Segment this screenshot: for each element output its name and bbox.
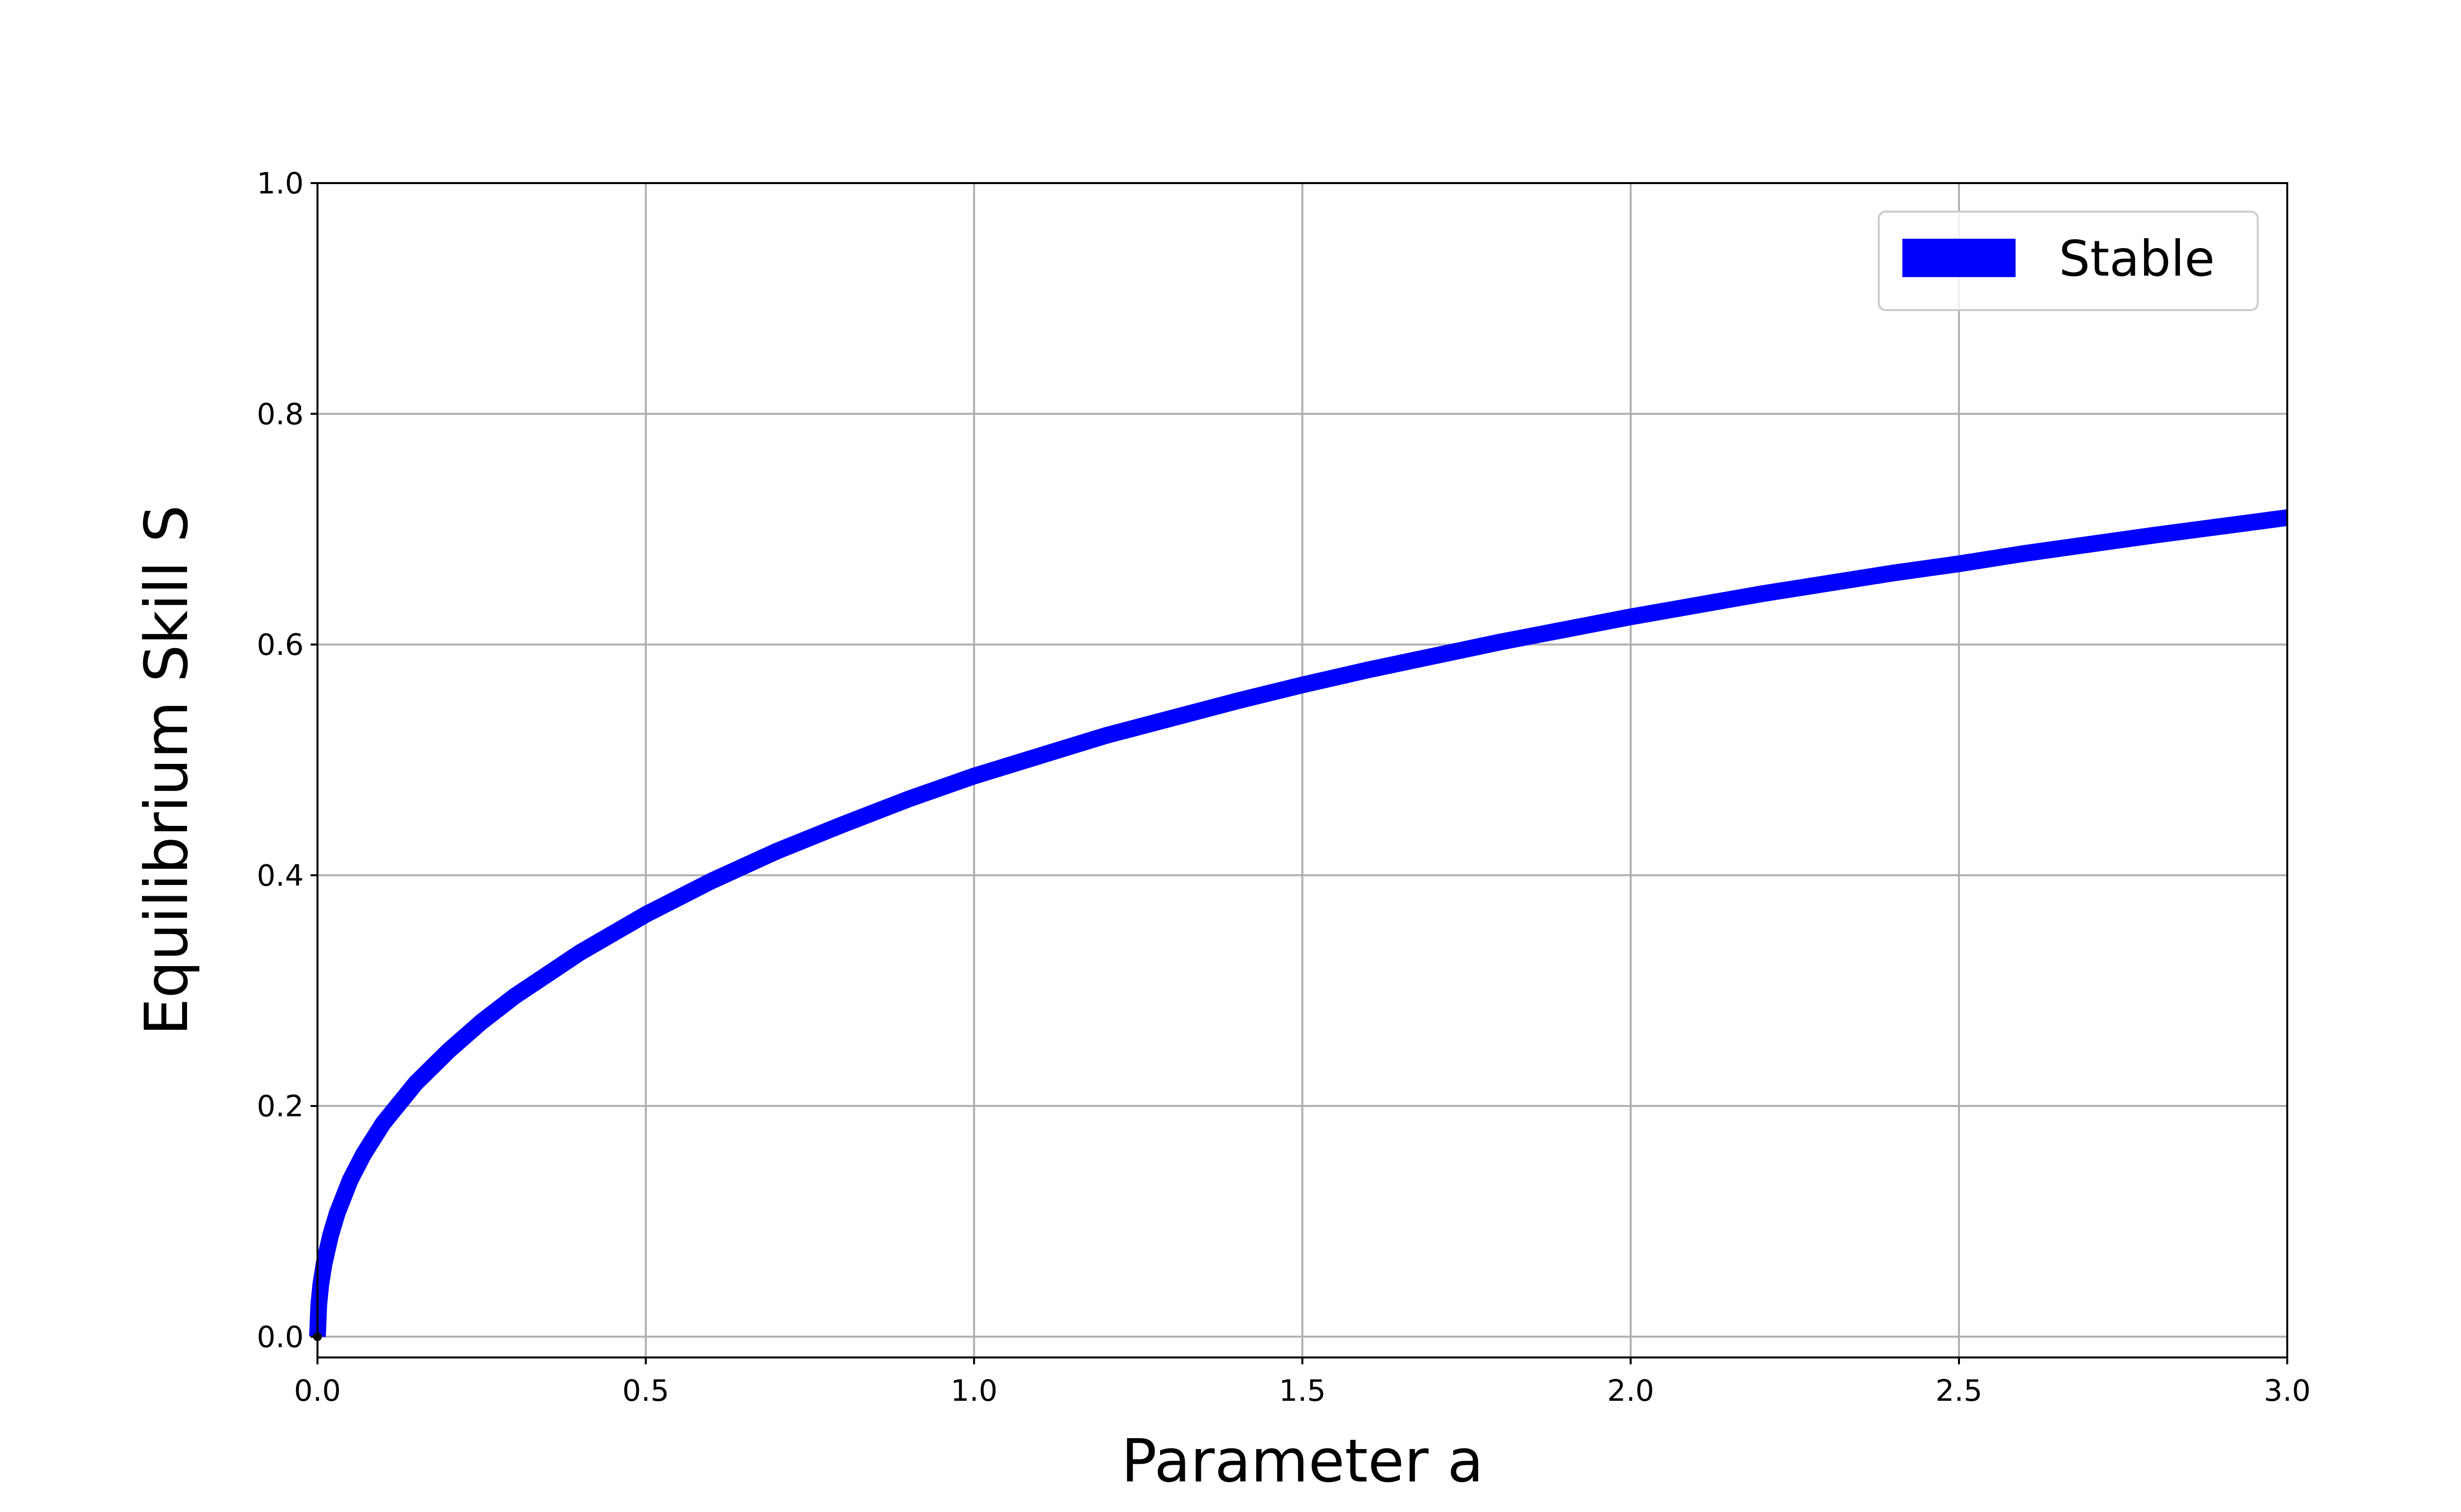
- x-tick-label: 2.5: [1935, 1374, 1982, 1408]
- x-tick-label: 2.0: [1607, 1374, 1654, 1408]
- y-tick-label: 0.8: [257, 397, 304, 432]
- tick-labels: 0.0 0.5 1.0 1.5 2.0 2.5 3.0 0.0 0.2 0.4 0.6 0.8 1.0: [257, 166, 2311, 1408]
- x-tick-label: 3.0: [2264, 1374, 2310, 1408]
- y-tick-label: 0.2: [257, 1089, 304, 1124]
- y-tick-label: 0.4: [257, 858, 304, 893]
- y-tick-label: 0.6: [257, 628, 304, 662]
- legend-label-stable: Stable: [2059, 230, 2215, 287]
- y-tick-label: 1.0: [257, 166, 304, 201]
- y-tick-label: 0.0: [257, 1320, 304, 1354]
- y-axis-title: Equilibrium Skill S: [133, 505, 201, 1036]
- x-tick-label: 0.5: [622, 1374, 669, 1408]
- x-tick-label: 1.5: [1279, 1374, 1325, 1408]
- legend-box: [1878, 211, 2259, 311]
- series-line-stable: [309, 509, 2289, 1337]
- legend: Stable: [1878, 211, 2259, 311]
- x-tick-label: 1.0: [950, 1374, 997, 1408]
- x-tick-label: 0.0: [294, 1374, 341, 1408]
- x-axis-title: Parameter a: [1121, 1427, 1483, 1496]
- legend-swatch-stable: [1902, 239, 2016, 277]
- axis-ticks: [311, 182, 2288, 1364]
